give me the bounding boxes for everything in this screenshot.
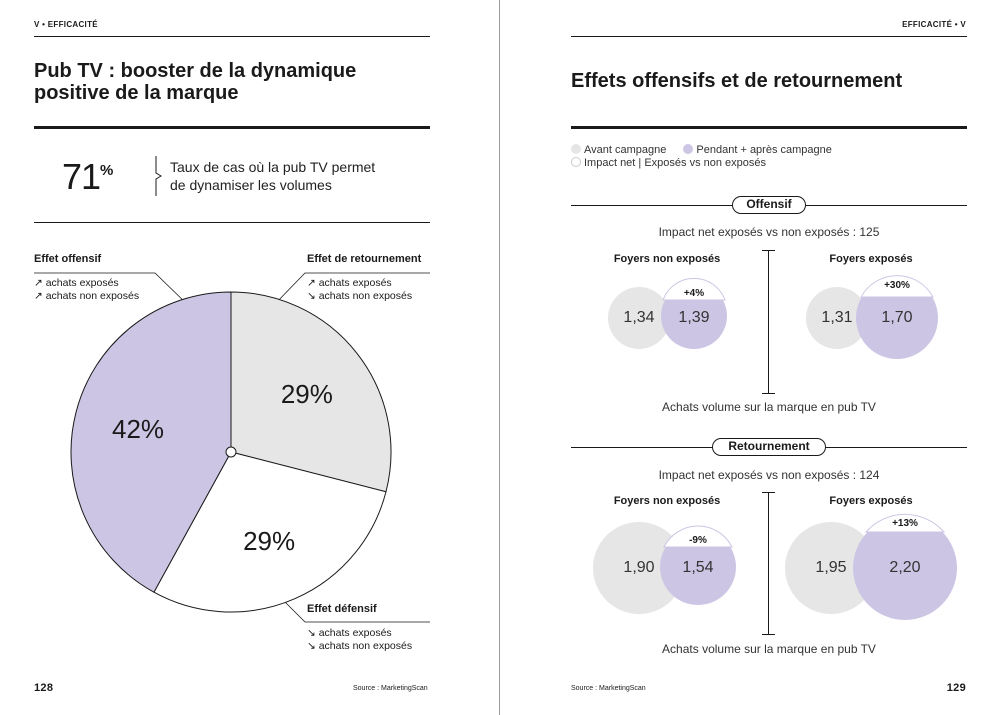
title-line-2: positive de la marque — [34, 82, 239, 104]
retournement-ne-pendant-bubble — [660, 529, 736, 605]
source-note-right: Source : MarketingScan — [571, 685, 646, 692]
offensif-ne-avant-value: 1,34 — [623, 309, 655, 326]
offensif-divider-cap-top — [762, 250, 775, 251]
stat-unit: % — [100, 162, 113, 179]
retournement-ne-avant-value: 1,90 — [623, 559, 655, 576]
defensif-line2: ↘ achats non exposés — [307, 640, 413, 652]
legend-pendant-swatch — [683, 144, 694, 154]
retournement-ne-delta: -9% — [689, 535, 707, 546]
offensif-e-avant-value: 1,31 — [821, 309, 853, 326]
retournement-e-pendant-value: 2,20 — [889, 559, 921, 576]
offensif-pill: Offensif — [732, 196, 806, 214]
defensif-line1: ↘ achats exposés — [307, 627, 392, 639]
legend-row-2: Impact net | Exposés vs non exposés — [571, 157, 832, 170]
offensif-divider — [768, 250, 769, 393]
offensif-caption: Achats volume sur la marque en pub TV — [662, 400, 876, 414]
retournement-exposes-title: Foyers exposés — [829, 495, 913, 507]
retournement-pill: Retournement — [712, 438, 826, 456]
stat-text-1: Taux de cas où la pub TV permet — [170, 159, 376, 175]
retournement-e-delta: +13% — [892, 518, 918, 529]
label-defensif: Effet défensif ↘ achats exposés ↘ achats… — [307, 603, 412, 653]
title-line-1: Pub TV : booster de la dynamique — [34, 60, 357, 82]
pie-slice-retournement — [230, 291, 392, 493]
offensif-line2: ↗ achats non exposés — [34, 290, 140, 302]
offensif-title: Effet offensif — [34, 253, 102, 265]
retournement-line1: ↗ achats exposés — [307, 277, 392, 289]
offensif-e-delta: +30% — [884, 280, 910, 291]
legend-impact-swatch — [571, 157, 581, 167]
section-header: V • EFFICACITÉ — [34, 20, 98, 29]
legend-avant: Avant campagne — [584, 144, 667, 156]
offensif-ne-delta: +4% — [683, 288, 705, 299]
legend: Avant campagne Pendant + après campagne … — [571, 144, 832, 170]
retournement-divider — [768, 492, 769, 634]
page-title-right: Effets offensifs et de retournement — [571, 70, 903, 92]
title-rule — [34, 126, 430, 129]
header-rule — [34, 36, 430, 37]
offensif-ne-pendant-value: 1,39 — [678, 309, 710, 326]
pie-center-dot — [225, 446, 237, 458]
leader-retournement — [271, 272, 430, 308]
offensif-divider-cap-bottom — [762, 393, 775, 394]
offensif-non-exposes-title: Foyers non exposés — [613, 253, 721, 265]
retournement-e-avant-bubble — [785, 522, 877, 614]
label-retournement: Effet de retournement ↗ achats exposés ↘… — [307, 253, 421, 303]
defensif-title: Effet défensif — [307, 603, 377, 615]
pie-chart: 29% 29% 42% — [34, 272, 430, 623]
legend-avant-swatch — [571, 144, 581, 154]
offensif-e-avant-bubble — [806, 287, 868, 349]
stat-number: 71 — [62, 156, 101, 197]
retournement-e-delta-cap — [864, 513, 946, 533]
pie-label-offensif: 42% — [112, 414, 164, 444]
stat-value: 71% — [62, 156, 113, 198]
retournement-divider-cap-top — [762, 492, 775, 493]
offensif-ne-avant-bubble — [608, 287, 670, 349]
legend-row-1: Avant campagne Pendant + après campagne — [571, 144, 832, 157]
legend-impact: Impact net | Exposés vs non exposés — [584, 157, 767, 169]
retournement-ne-delta-cap — [663, 525, 733, 548]
retournement-impact: Impact net exposés vs non exposés : 124 — [658, 468, 880, 482]
retournement-e-avant-value: 1,95 — [815, 559, 847, 576]
retournement-e-pendant-bubble — [853, 516, 957, 620]
retournement-line2: ↘ achats non exposés — [307, 290, 413, 302]
title-rule-right — [571, 126, 967, 129]
pie-label-defensif: 29% — [243, 526, 295, 556]
header-rule-right — [571, 36, 967, 37]
retournement-ne-pendant-value: 1,54 — [682, 559, 714, 576]
section-header-right: EFFICACITÉ • V — [902, 20, 966, 29]
retournement-caption: Achats volume sur la marque en pub TV — [662, 642, 876, 656]
offensif-line1: ↗ achats exposés — [34, 277, 119, 289]
page-number: 128 — [34, 682, 54, 694]
pie-label-retournement: 29% — [281, 379, 333, 409]
retournement-divider-cap-bottom — [762, 634, 775, 635]
retournement-ne-avant-bubble — [593, 522, 685, 614]
label-offensif: Effet offensif ↗ achats exposés ↗ achats… — [34, 253, 139, 303]
retournement-non-exposes-title: Foyers non exposés — [613, 495, 721, 507]
offensif-e-pendant-value: 1,70 — [881, 309, 913, 326]
offensif-impact: Impact net exposés vs non exposés : 125 — [658, 225, 880, 239]
legend-pendant: Pendant + après campagne — [696, 144, 832, 156]
section-rule — [34, 222, 430, 223]
offensif-e-delta-cap — [860, 275, 934, 298]
offensif-ne-delta-cap — [662, 277, 726, 301]
retournement-title: Effet de retournement — [307, 253, 422, 265]
stat-description: Taux de cas où la pub TV permet de dynam… — [170, 158, 375, 194]
stat-text-2: de dynamiser les volumes — [170, 177, 332, 193]
page-number-right: 129 — [946, 682, 966, 694]
source-note: Source : MarketingScan — [353, 685, 428, 692]
page-gutter — [499, 0, 500, 715]
leader-offensif — [34, 272, 191, 308]
page-title: Pub TV : booster de la dynamique positiv… — [34, 60, 356, 104]
pie-slice-defensif — [153, 451, 387, 613]
pie-slice-offensif — [70, 291, 232, 593]
offensif-exposes-title: Foyers exposés — [829, 253, 913, 265]
brace-icon — [155, 156, 162, 196]
